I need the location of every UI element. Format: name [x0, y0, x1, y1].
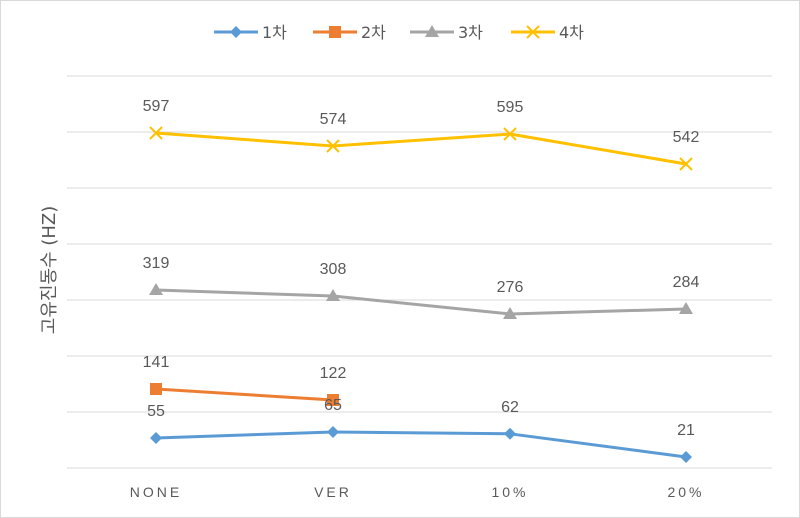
data-label: 21	[677, 422, 695, 439]
series-1	[150, 426, 692, 463]
data-point	[680, 451, 692, 463]
legend: 1차 2차 3차 4차	[214, 23, 584, 42]
data-point	[503, 307, 517, 319]
data-point	[149, 126, 163, 140]
legend-item: 3차	[410, 23, 483, 42]
series-line	[155, 288, 687, 316]
data-label: 284	[673, 274, 700, 291]
x-axis-ticks: NONE VER 10% 20%	[130, 484, 704, 500]
legend-label: 3차	[458, 23, 483, 42]
data-label: 122	[320, 365, 347, 382]
data-point	[504, 427, 516, 440]
series-line	[155, 430, 687, 459]
data-point	[326, 139, 340, 153]
series-line	[155, 387, 334, 402]
data-label: 595	[497, 99, 524, 116]
legend-item: 4차	[511, 23, 584, 42]
data-label: 308	[320, 261, 347, 278]
legend-label: 2차	[361, 23, 386, 42]
data-label: 55	[147, 403, 165, 420]
legend-label: 1차	[262, 23, 287, 42]
data-point	[503, 127, 517, 141]
series-group	[149, 126, 693, 463]
x-tick-label: VER	[314, 484, 352, 500]
x-tick-label: 10%	[491, 484, 528, 500]
x-tick-label: 20%	[667, 484, 704, 500]
legend-item: 2차	[313, 23, 386, 42]
data-point	[327, 394, 339, 406]
data-point	[149, 283, 163, 295]
data-point	[150, 383, 162, 395]
data-point	[326, 289, 340, 301]
data-label: 141	[143, 354, 170, 371]
series-4	[149, 126, 693, 171]
series-line	[155, 131, 687, 166]
legend-marker	[329, 26, 341, 38]
data-label: 65	[324, 397, 342, 414]
legend-marker	[425, 25, 439, 37]
data-point	[150, 432, 162, 444]
data-label: 319	[143, 255, 170, 272]
data-label: 574	[320, 111, 347, 128]
data-point	[679, 157, 693, 171]
series-2	[150, 383, 339, 406]
legend-label: 4차	[559, 23, 584, 42]
legend-item: 1차	[214, 23, 287, 42]
legend-marker	[230, 26, 242, 38]
series-3	[149, 283, 693, 319]
data-label: 542	[673, 129, 700, 146]
data-label: 62	[501, 399, 519, 416]
data-labels: 55 65 62 21 141 122 319 308 276 284 597 574 595 542	[143, 98, 700, 439]
data-label: 597	[143, 98, 170, 115]
data-point	[679, 302, 693, 314]
gridlines	[67, 75, 772, 469]
y-axis-title: 고유진동수 (HZ)	[39, 206, 60, 334]
legend-marker	[526, 25, 540, 39]
x-tick-label: NONE	[130, 484, 182, 500]
data-label: 276	[497, 279, 524, 296]
data-point	[327, 426, 339, 438]
